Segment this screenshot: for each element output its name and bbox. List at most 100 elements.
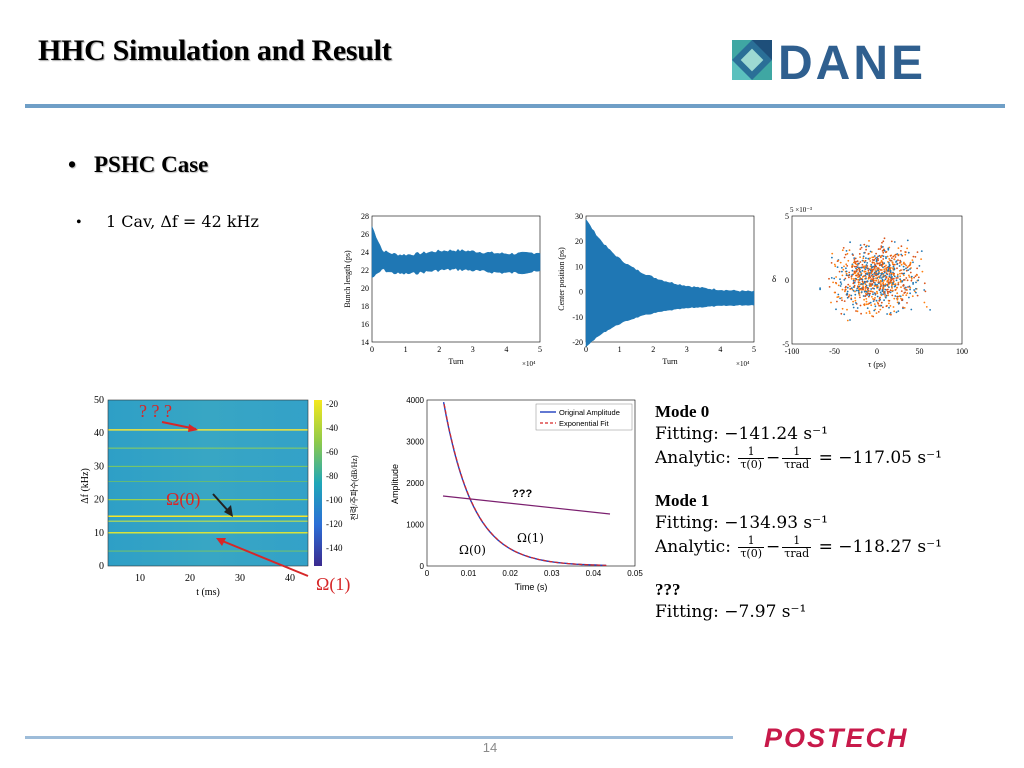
particle-dot <box>878 299 881 302</box>
particle-dot <box>885 267 888 269</box>
particle-dot <box>864 283 867 286</box>
particle-dot <box>879 275 882 277</box>
section-bullet: • PSHC Case <box>68 152 208 178</box>
particle-dot <box>857 289 860 292</box>
particle-dot <box>894 295 897 297</box>
particle-dot <box>883 270 886 273</box>
particle-dot <box>914 256 917 258</box>
amplitude-legend: Original Amplitude Exponential Fit <box>535 403 633 431</box>
particle-dot <box>865 293 868 296</box>
spectrogram-ylabel: Δf (kHz) <box>80 468 91 504</box>
particle-dot <box>886 280 889 283</box>
particle-dot <box>888 273 891 275</box>
particle-dot <box>908 276 911 278</box>
sub-bullet: • 1 Cav, Δf = 42 kHz <box>76 212 259 232</box>
particle-dot <box>891 287 893 289</box>
particle-dot <box>844 253 847 256</box>
y-tick-label: -140 <box>326 543 343 553</box>
y-tick-label: 0 <box>579 288 583 297</box>
particle-dot <box>859 296 861 299</box>
particle-dot <box>863 261 866 264</box>
particle-dot <box>888 290 891 293</box>
particle-dot <box>909 286 912 289</box>
particle-dot <box>864 272 867 275</box>
particle-dot <box>884 294 886 296</box>
particle-dot <box>877 248 880 250</box>
particle-dot <box>903 307 906 309</box>
particle-dot <box>868 294 871 297</box>
x-tick-label: 0.01 <box>461 569 477 578</box>
unknown-fitting: Fitting: −7.97 s⁻¹ <box>655 602 807 622</box>
particle-dot <box>828 277 830 280</box>
particle-dot <box>863 281 866 284</box>
particle-dot <box>902 265 905 268</box>
particle-dot <box>842 268 845 271</box>
particle-dot <box>855 265 858 268</box>
particle-dot <box>852 261 855 264</box>
particle-dot <box>836 300 838 303</box>
particle-dot <box>906 247 908 250</box>
particle-dot <box>857 272 859 275</box>
spectrogram-plot: 50 40 30 20 10 0 10 20 30 40 -20 -40 -60 -80 -100 -12… <box>80 395 359 598</box>
x-tick-label: 2 <box>437 345 441 354</box>
particle-dot <box>862 257 865 260</box>
y-tick-label: 0 <box>99 561 104 572</box>
particle-dot <box>893 310 896 313</box>
particle-dot <box>860 291 863 293</box>
mode1-fitting: Fitting: −134.93 s⁻¹ <box>655 513 828 533</box>
particle-dot <box>911 259 914 261</box>
particle-dot <box>859 244 862 246</box>
y-tick-label: -80 <box>326 471 338 481</box>
x-tick-label: 1 <box>404 345 408 354</box>
bullet-dot-icon: • <box>68 152 77 177</box>
y-tick-label: -120 <box>326 519 343 529</box>
particle-dot <box>886 283 888 286</box>
particle-dot <box>890 278 892 281</box>
particle-dot <box>913 276 915 279</box>
particle-dot <box>865 248 867 251</box>
y-tick-label: 16 <box>361 320 369 329</box>
particle-dot <box>848 274 851 276</box>
particle-dot <box>872 275 875 278</box>
particle-dot <box>875 270 878 273</box>
particle-dot <box>889 291 892 294</box>
particle-dot <box>894 283 897 286</box>
y-tick-label: 5 <box>785 212 789 221</box>
particle-dot <box>887 268 890 270</box>
particle-dot <box>894 256 897 258</box>
amplitude-ylabel: Amplitude <box>390 464 400 504</box>
particle-dot <box>845 267 847 270</box>
particle-dot <box>870 271 873 273</box>
particle-dot <box>853 281 856 284</box>
particle-dot <box>908 285 911 288</box>
particle-dot <box>854 293 857 296</box>
particle-dot <box>863 290 866 293</box>
y-tick-label: 4000 <box>406 396 424 405</box>
particle-dot <box>870 285 872 287</box>
particle-dot <box>867 269 870 272</box>
particle-dot <box>847 295 850 298</box>
particle-dot <box>888 262 890 264</box>
particle-dot <box>852 286 855 288</box>
particle-dot <box>849 319 851 321</box>
postech-logo-text: POSTECH <box>764 723 909 752</box>
particle-dot <box>877 259 879 262</box>
particle-dot <box>912 255 915 258</box>
particle-dot <box>872 256 875 259</box>
center-position-signal <box>585 218 755 348</box>
particle-dot <box>856 307 859 309</box>
particle-dot <box>884 274 887 277</box>
particle-dot <box>865 298 868 300</box>
particle-dot <box>890 279 893 282</box>
particle-dot <box>855 270 857 273</box>
particle-dot <box>879 280 882 283</box>
particle-dot <box>850 294 853 297</box>
bunch-length-signal <box>371 226 541 278</box>
particle-dot <box>819 287 821 289</box>
particle-dot <box>880 245 883 247</box>
particle-dot <box>912 283 914 285</box>
x-tick-label: 0 <box>875 347 879 356</box>
particle-dot <box>905 277 908 279</box>
particle-dot <box>839 285 842 287</box>
particle-dot <box>907 286 909 288</box>
